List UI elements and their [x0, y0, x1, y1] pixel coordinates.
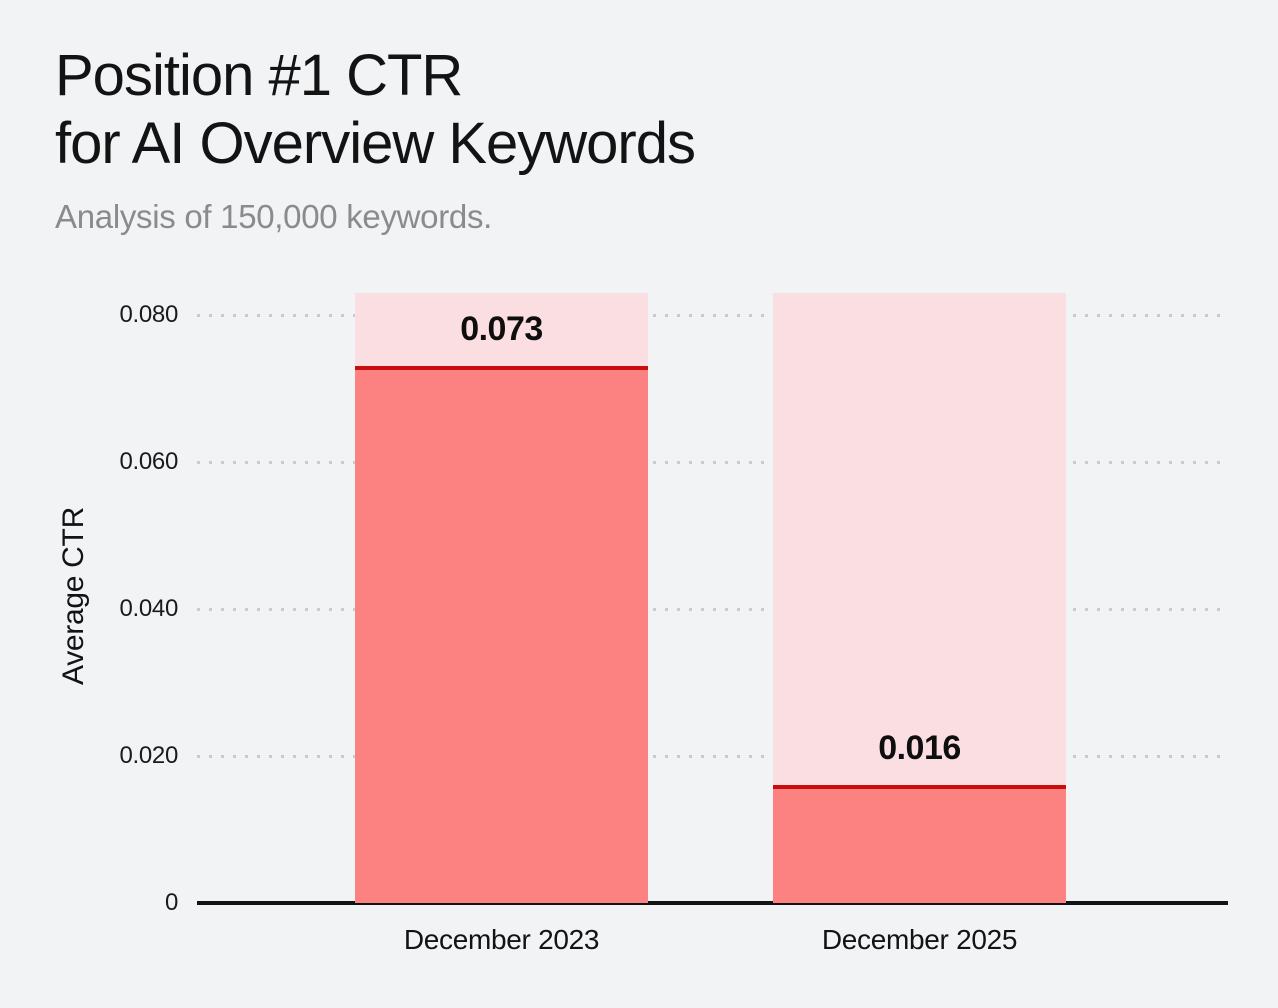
x-axis-label-2: December 2025 [821, 924, 1018, 955]
y-tick-label-0.080: 0.080 [119, 301, 178, 329]
plot-area: 0 0.020 0.040 0.060 0.080 0.073 December 2023 0… [119, 293, 1228, 955]
bar-value-line-1 [355, 366, 648, 370]
bar-fill-1 [355, 366, 648, 903]
bar-value-label-2: 0.016 [878, 729, 961, 767]
bar-track-2: 0.016 [773, 293, 1066, 903]
bar-value-label-1: 0.073 [460, 310, 543, 348]
gridline-0.040 [197, 607, 1228, 611]
y-tick-label-0: 0 [164, 889, 178, 916]
chart-title-line-1: Position #1 CTR [55, 43, 463, 108]
bar-track-1: 0.073 [355, 293, 648, 903]
gridline-0.020 [197, 754, 1228, 758]
gridline-0.060 [197, 460, 1228, 464]
bar-fill-2 [773, 785, 1066, 903]
chart-subtitle: Analysis of 150,000 keywords. [55, 198, 493, 235]
y-tick-label-0.060: 0.060 [119, 448, 178, 476]
chart-title: Position #1 CTR for AI Overview Keywords [55, 42, 696, 178]
y-tick-label-0.040: 0.040 [119, 595, 178, 623]
chart-title-line-2: for AI Overview Keywords [55, 111, 696, 176]
y-tick-label-0.020: 0.020 [119, 742, 178, 769]
x-axis-label-1: December 2023 [403, 924, 600, 955]
bar-value-line-2 [773, 785, 1066, 789]
gridline-0.080 [197, 313, 1228, 317]
x-axis-line [197, 901, 1228, 905]
